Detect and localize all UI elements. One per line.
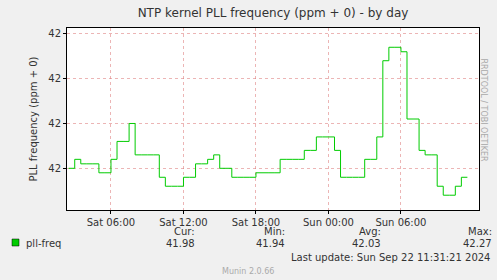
svg-text:Munin 2.0.66: Munin 2.0.66 [222, 267, 274, 276]
svg-text:Sat 12:00: Sat 12:00 [159, 217, 207, 228]
svg-text:Cur:: Cur: [174, 226, 195, 237]
svg-text:Min:: Min: [264, 226, 285, 237]
svg-text:42: 42 [48, 28, 61, 39]
svg-text:41.94: 41.94 [256, 238, 285, 249]
svg-text:Max:: Max: [468, 226, 492, 237]
svg-text:42.03: 42.03 [352, 238, 381, 249]
svg-text:Last update: Sun Sep 22 11:31:: Last update: Sun Sep 22 11:31:21 2024 [291, 252, 490, 263]
svg-text:Avg:: Avg: [359, 226, 381, 237]
svg-text:42: 42 [48, 118, 61, 129]
svg-text:42: 42 [48, 73, 61, 84]
svg-text:42: 42 [48, 163, 61, 174]
svg-text:42.27: 42.27 [463, 238, 492, 249]
svg-text:Sun 00:00: Sun 00:00 [303, 217, 354, 228]
svg-text:pll-freq: pll-freq [26, 238, 61, 249]
svg-text:NTP kernel PLL frequency (ppm: NTP kernel PLL frequency (ppm + 0) - by … [138, 6, 409, 20]
svg-text:RRDTOOL / TOBI OETIKER: RRDTOOL / TOBI OETIKER [479, 59, 488, 162]
svg-text:PLL frequency (ppm + 0): PLL frequency (ppm + 0) [28, 56, 39, 181]
svg-text:Sat 06:00: Sat 06:00 [87, 217, 135, 228]
svg-text:41.98: 41.98 [166, 238, 195, 249]
svg-text:Sat 18:00: Sat 18:00 [232, 217, 280, 228]
svg-text:Sun 06:00: Sun 06:00 [375, 217, 426, 228]
